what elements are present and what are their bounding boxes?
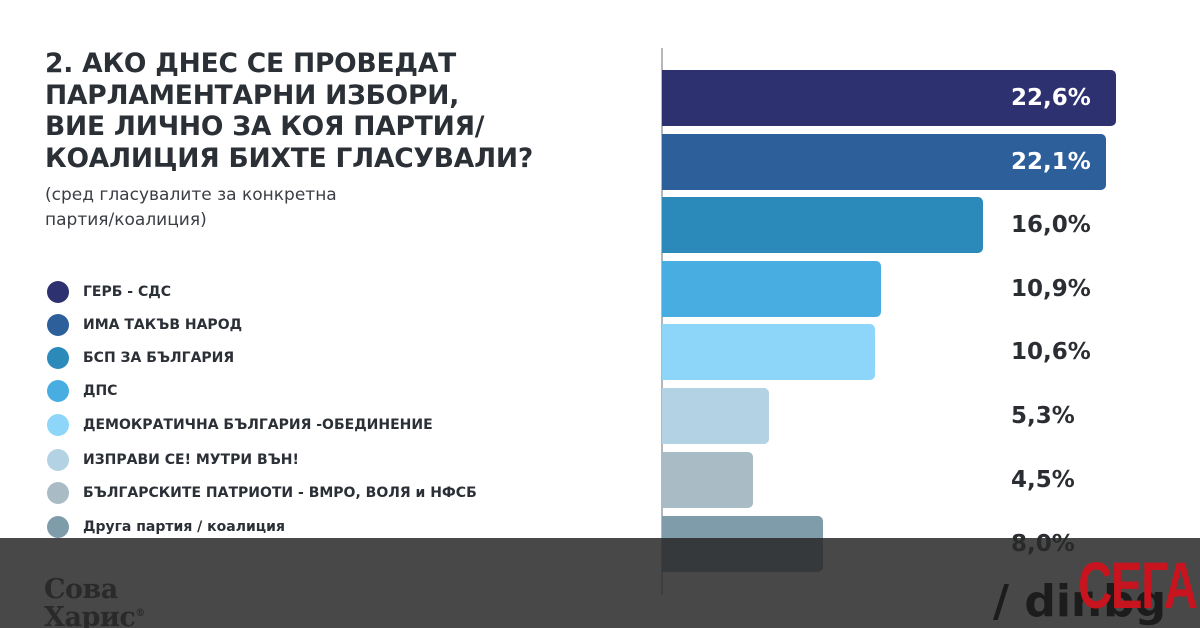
legend-dot-icon: [47, 482, 69, 504]
legend-dot-icon: [47, 414, 69, 436]
bar-value-label: 5,3%: [1011, 403, 1075, 429]
subtitle-line: (сред гласувалите за конкретна: [45, 185, 337, 205]
legend-dot-icon: [47, 347, 69, 369]
bar-itn: [662, 134, 1106, 190]
pollster-logo-line: Харис: [44, 602, 136, 628]
source-label: / dir.bg: [993, 576, 1167, 627]
legend-label: ГЕРБ - СДС: [83, 284, 171, 300]
bar-value-label: 4,5%: [1011, 467, 1075, 493]
legend-label: БЪЛГАРСКИТЕ ПАТРИОТИ - ВМРО, ВОЛЯ и НФСБ: [83, 485, 477, 501]
title-line: ПАРЛАМЕНТАРНИ ИЗБОРИ,: [45, 79, 460, 111]
legend-label: Друга партия / коалиция: [83, 519, 285, 535]
subtitle-line: партия/коалиция): [45, 210, 207, 230]
registered-mark: ®: [135, 608, 145, 619]
legend-label: ДЕМОКРАТИЧНА БЪЛГАРИЯ -ОБЕДИНЕНИЕ: [83, 417, 433, 433]
bar-gerb: [662, 70, 1116, 126]
bar-dps: [662, 261, 881, 317]
legend-dot-icon: [47, 449, 69, 471]
bar-bsp: [662, 197, 983, 253]
legend-label: ДПС: [83, 383, 118, 399]
chart-subtitle: (сред гласувалите за конкретна партия/ко…: [45, 183, 465, 233]
chart-title: 2. АКО ДНЕС СЕ ПРОВЕДАТ ПАРЛАМЕНТАРНИ ИЗ…: [45, 48, 605, 174]
bar-value-label: 22,6%: [1011, 85, 1091, 111]
legend-dot-icon: [47, 380, 69, 402]
bar-db: [662, 324, 875, 380]
title-line: КОАЛИЦИЯ БИХТЕ ГЛАСУВАЛИ?: [45, 142, 534, 174]
legend-label: БСП ЗА БЪЛГАРИЯ: [83, 350, 235, 366]
title-line: ВИЕ ЛИЧНО ЗА КОЯ ПАРТИЯ/: [45, 111, 485, 142]
legend-dot-icon: [47, 516, 69, 538]
pollster-logo-line: Сова: [44, 574, 118, 605]
bar-value-label: 22,1%: [1011, 149, 1091, 175]
legend-dot-icon: [47, 314, 69, 336]
legend-label: ИЗПРАВИ СЕ! МУТРИ ВЪН!: [83, 452, 299, 468]
pollster-logo: Сова Харис®: [44, 574, 145, 628]
bar-value-label: 16,0%: [1011, 212, 1091, 238]
bar-value-label: 10,9%: [1011, 276, 1091, 302]
publisher-logo: СЕГА: [1078, 548, 1198, 622]
legend-dot-icon: [47, 281, 69, 303]
legend-label: ИМА ТАКЪВ НАРОД: [83, 317, 243, 333]
title-line: 2. АКО ДНЕС СЕ ПРОВЕДАТ: [45, 48, 457, 79]
bar-value-label: 10,6%: [1011, 339, 1091, 365]
bar-ismv: [662, 388, 769, 444]
dark-footer-overlay: [0, 538, 1200, 628]
bar-patriots: [662, 452, 753, 508]
chart-axis-line: [661, 48, 663, 595]
